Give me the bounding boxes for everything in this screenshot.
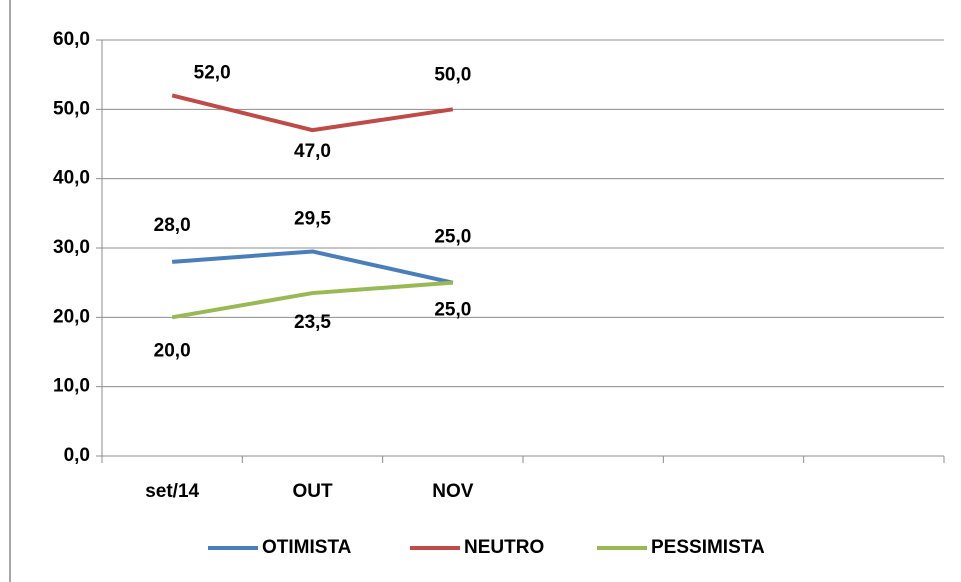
legend-label: PESSIMISTA xyxy=(651,537,765,558)
data-label: 23,5 xyxy=(294,312,331,333)
legend-label: NEUTRO xyxy=(464,537,544,558)
y-tick-label: 60,0 xyxy=(53,29,90,50)
y-tick-label: 40,0 xyxy=(53,168,90,189)
data-label: 29,5 xyxy=(294,208,331,229)
data-label: 52,0 xyxy=(194,62,231,83)
data-label: 25,0 xyxy=(434,227,471,248)
x-tick-label: OUT xyxy=(292,481,333,502)
series-line xyxy=(171,280,453,320)
y-tick-label: 50,0 xyxy=(53,98,90,119)
legend-label: OTIMISTA xyxy=(262,537,352,558)
x-tick-label: set/14 xyxy=(145,481,199,502)
series-line xyxy=(172,249,454,285)
y-tick-label: 30,0 xyxy=(53,237,90,258)
data-label: 25,0 xyxy=(434,300,471,321)
x-tick-label: NOV xyxy=(432,481,474,502)
y-tick-label: 20,0 xyxy=(53,306,90,327)
data-label: 20,0 xyxy=(154,340,191,361)
data-label: 47,0 xyxy=(294,141,331,162)
data-label: 28,0 xyxy=(154,215,191,236)
y-tick-label: 0,0 xyxy=(64,445,90,466)
data-label: 50,0 xyxy=(434,64,471,85)
series-line xyxy=(171,93,454,133)
y-tick-label: 10,0 xyxy=(53,376,90,397)
